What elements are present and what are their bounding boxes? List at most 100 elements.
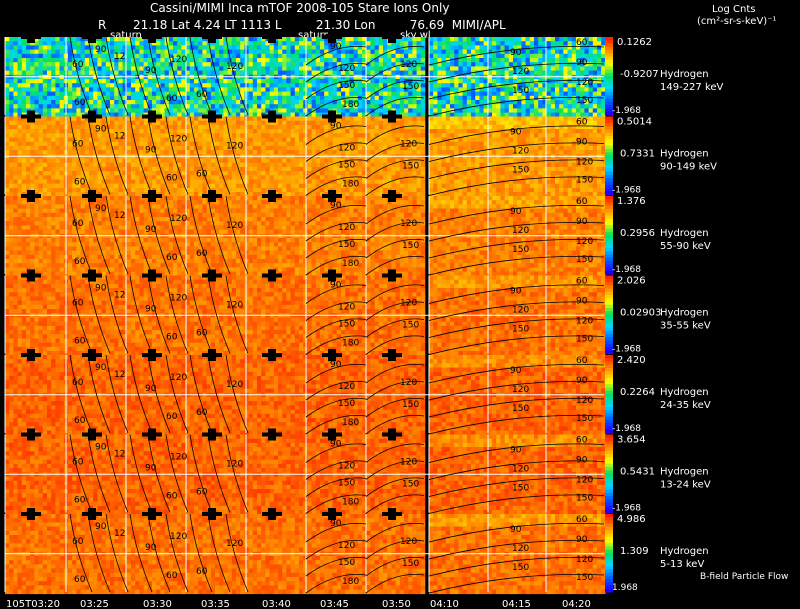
- heatmap-cell: [59, 62, 65, 67]
- heatmap-cell: [370, 45, 375, 50]
- heatmap-cell: [160, 79, 165, 84]
- heatmap-cell: [450, 49, 455, 55]
- heatmap-cell: [315, 58, 321, 63]
- heatmap-cell: [483, 70, 489, 76]
- heatmap-cell: [76, 58, 81, 63]
- heatmap-cell: [215, 187, 220, 193]
- heatmap-cell: [227, 95, 233, 101]
- heatmap-cell: [269, 183, 275, 189]
- crosshair-marker: [322, 35, 342, 39]
- heatmap-cell: [378, 112, 384, 118]
- heatmap-cell: [362, 124, 367, 130]
- heatmap-cell: [571, 120, 577, 126]
- heatmap-cell: [131, 150, 136, 155]
- heatmap-cell: [357, 192, 363, 197]
- heatmap-cell: [341, 100, 346, 105]
- heatmap-cell: [160, 187, 165, 193]
- heatmap-cell: [118, 79, 123, 84]
- heatmap-cell: [580, 104, 585, 109]
- heatmap-cell: [51, 162, 56, 168]
- heatmap-cell: [261, 175, 266, 180]
- heatmap-cell: [462, 116, 468, 121]
- heatmap-cell: [508, 66, 514, 71]
- heatmap-cell: [311, 137, 317, 142]
- heatmap-cell: [387, 41, 392, 46]
- heatmap-cell: [47, 112, 52, 118]
- heatmap-cell: [349, 116, 354, 121]
- heatmap-cell: [282, 112, 287, 118]
- heatmap-cell: [244, 150, 249, 155]
- heatmap-cell: [269, 133, 275, 138]
- heatmap-cell: [450, 129, 455, 134]
- heatmap-cell: [353, 187, 359, 193]
- heatmap-cell: [320, 120, 325, 126]
- heatmap-cell: [592, 83, 598, 88]
- heatmap-cell: [219, 166, 224, 172]
- heatmap-cell: [529, 124, 535, 130]
- heatmap-cell: [68, 112, 73, 118]
- heatmap-cell: [529, 79, 535, 84]
- heatmap-cell: [429, 66, 434, 71]
- heatmap-cell: [563, 100, 568, 105]
- heatmap-cell: [231, 179, 237, 184]
- heatmap-cell: [122, 70, 128, 76]
- heatmap-cell: [257, 83, 262, 88]
- heatmap-cell: [378, 141, 384, 147]
- heatmap-cell: [93, 175, 98, 180]
- heatmap-cell: [395, 171, 401, 176]
- heatmap-cell: [597, 137, 602, 142]
- heatmap-cell: [265, 91, 270, 97]
- heatmap-cell: [231, 137, 237, 142]
- heatmap-cell: [475, 45, 480, 50]
- heatmap-cell: [504, 112, 510, 118]
- heatmap-cell: [450, 41, 455, 46]
- heatmap-cell: [68, 145, 73, 151]
- heatmap-cell: [152, 179, 157, 184]
- heatmap-cell: [366, 145, 371, 151]
- heatmap-cell: [122, 129, 128, 134]
- heatmap-cell: [555, 116, 560, 121]
- heatmap-cell: [370, 49, 375, 55]
- heatmap-cell: [84, 171, 90, 176]
- heatmap-cell: [571, 133, 577, 138]
- heatmap-cell: [555, 87, 560, 92]
- heatmap-cell: [84, 49, 90, 55]
- heatmap-cell: [68, 192, 73, 197]
- heatmap-cell: [588, 70, 594, 76]
- heatmap-cell: [273, 162, 279, 168]
- heatmap-cell: [307, 66, 312, 71]
- heatmap-cell: [206, 58, 212, 63]
- heatmap-cell: [13, 175, 18, 180]
- heatmap-cell: [391, 166, 396, 172]
- heatmap-cell: [248, 100, 254, 105]
- heatmap-cell: [202, 53, 207, 59]
- heatmap-cell: [13, 58, 18, 63]
- heatmap-cell: [357, 66, 363, 71]
- heatmap-cell: [307, 108, 312, 113]
- heatmap-cell: [383, 179, 388, 184]
- heatmap-cell: [362, 183, 367, 189]
- heatmap-cell: [286, 192, 291, 197]
- heatmap-cell: [412, 171, 417, 176]
- heatmap-cell: [395, 166, 401, 172]
- heatmap-cell: [391, 104, 396, 109]
- heatmap-cell: [231, 53, 237, 59]
- heatmap-cell: [139, 100, 144, 105]
- heatmap-cell: [55, 91, 60, 97]
- heatmap-cell: [336, 91, 342, 97]
- heatmap-cell: [210, 66, 216, 71]
- heatmap-cell: [173, 129, 178, 134]
- heatmap-cell: [576, 133, 581, 138]
- heatmap-cell: [252, 137, 258, 142]
- heatmap-cell: [458, 66, 463, 71]
- colorbar-min-label: -1.968: [612, 106, 641, 116]
- heatmap-cell: [563, 58, 568, 63]
- heatmap-cell: [80, 183, 86, 189]
- heatmap-cell: [194, 171, 199, 176]
- heatmap-cell: [299, 124, 304, 130]
- heatmap-cell: [328, 95, 333, 101]
- heatmap-cell: [517, 108, 522, 113]
- heatmap-cell: [5, 187, 10, 193]
- heatmap-cell: [311, 104, 317, 109]
- heatmap-cell: [5, 171, 10, 176]
